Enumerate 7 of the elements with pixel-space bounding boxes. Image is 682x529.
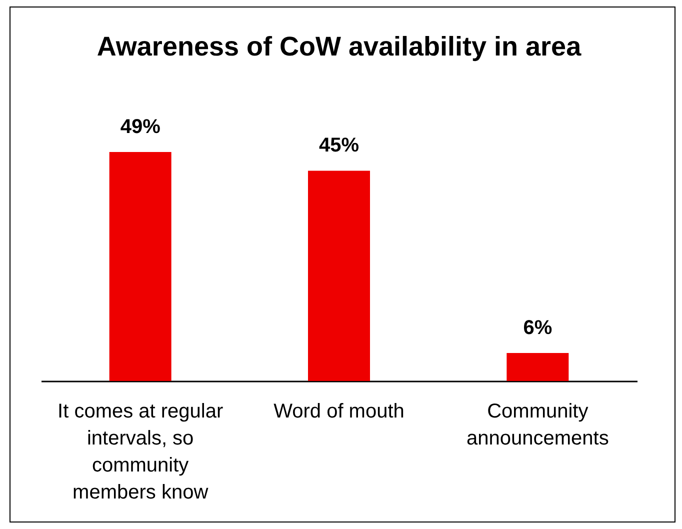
data-label: 45%: [318, 134, 360, 157]
data-label: 49%: [120, 116, 161, 138]
x-tick-label: Word of mouth: [274, 400, 404, 422]
data-label: 6%: [523, 316, 552, 339]
x-tick-label: It comes at regular intervals, so community members know: [58, 400, 224, 504]
chart-title: Awareness of CoW availability in area: [96, 32, 582, 62]
x-tick-label: Community announcements: [466, 400, 609, 450]
